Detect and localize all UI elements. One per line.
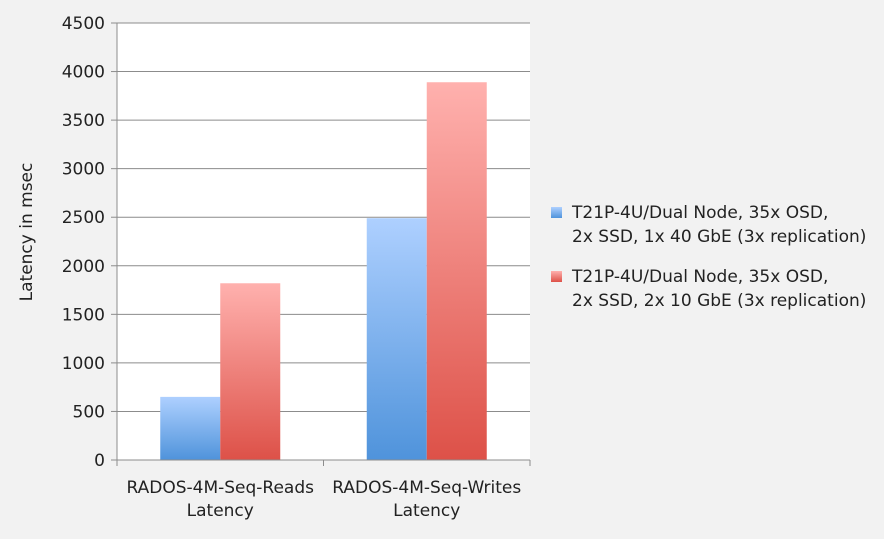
y-axis-title: Latency in msec <box>17 163 37 302</box>
legend-swatch-series-2 <box>551 271 562 282</box>
bars <box>160 82 487 460</box>
x-tick-label: Latency <box>187 501 254 521</box>
y-tick-label: 4000 <box>62 63 105 83</box>
bar-series-1-category-1 <box>160 396 221 460</box>
y-tick-label: 4500 <box>62 14 105 34</box>
y-tick-label: 1000 <box>62 354 105 374</box>
legend-label-series-1: T21P-4U/Dual Node, 35x OSD, <box>571 203 828 223</box>
legend: T21P-4U/Dual Node, 35x OSD, 2x SSD, 1x 40… <box>551 203 866 311</box>
bar-series-2-category-1 <box>220 283 281 460</box>
y-tick-labels: 0 500 1000 1500 2000 2500 3000 3500 4000 4500 <box>62 14 117 471</box>
bar-series-2-category-2 <box>426 82 487 460</box>
legend-label-series-1: 2x SSD, 1x 40 GbE (3x replication) <box>572 227 866 247</box>
y-tick-label: 3500 <box>62 111 105 131</box>
legend-label-series-2: T21P-4U/Dual Node, 35x OSD, <box>571 267 828 287</box>
y-tick-label: 0 <box>94 451 105 471</box>
x-tick-labels: RADOS-4M-Seq-Reads Latency RADOS-4M-Seq-Wr… <box>116 460 531 521</box>
x-tick-label: RADOS-4M-Seq-Writes <box>332 478 521 498</box>
x-tick-label: RADOS-4M-Seq-Reads <box>126 478 314 498</box>
bar-series-1-category-2 <box>366 218 427 460</box>
y-tick-label: 3000 <box>62 160 105 180</box>
y-tick-label: 2000 <box>62 257 105 277</box>
legend-swatch-series-1 <box>551 207 562 218</box>
legend-label-series-2: 2x SSD, 2x 10 GbE (3x replication) <box>572 291 866 311</box>
x-tick-label: Latency <box>393 501 460 521</box>
y-tick-label: 1500 <box>62 305 105 325</box>
axes <box>111 23 530 461</box>
y-tick-label: 500 <box>73 402 105 422</box>
y-tick-label: 2500 <box>62 208 105 228</box>
